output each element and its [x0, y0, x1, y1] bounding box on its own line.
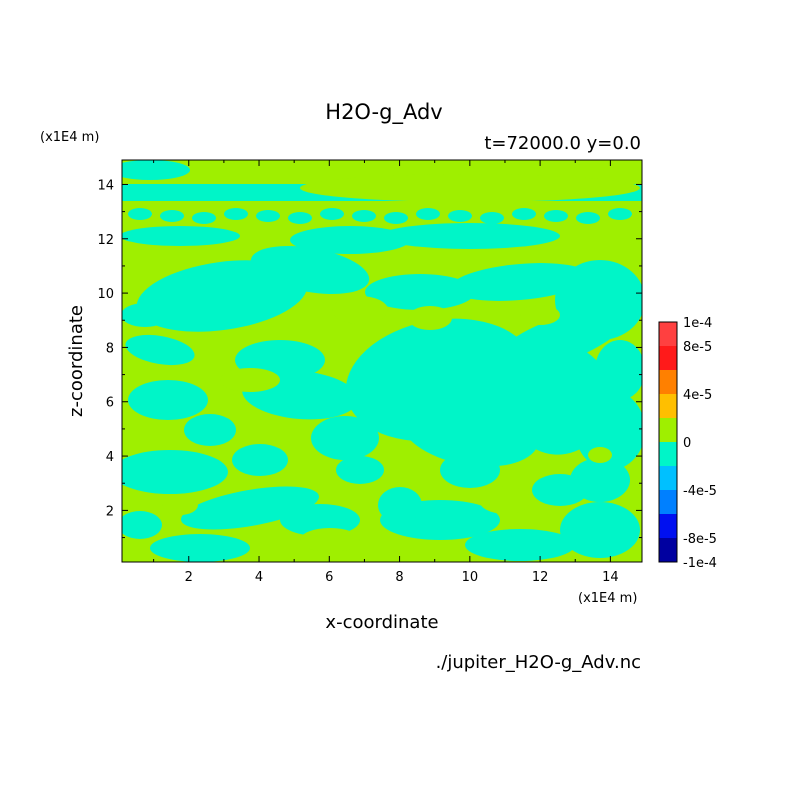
- colorbar-swatch: [659, 538, 677, 562]
- negative-region: [150, 534, 250, 562]
- negative-region: [232, 444, 288, 476]
- y-tick-label: 4: [106, 450, 114, 465]
- negative-region: [122, 450, 228, 494]
- positive-region: [300, 528, 360, 552]
- colorbar-label: -1e-4: [683, 556, 717, 571]
- positive-region: [520, 305, 560, 325]
- negative-region: [480, 212, 504, 224]
- positive-band: [122, 201, 642, 204]
- negative-region: [160, 210, 184, 222]
- x-tick-label: 6: [325, 570, 333, 585]
- y-tick-label: 12: [97, 233, 114, 248]
- negative-region: [122, 511, 162, 539]
- negative-region: [184, 414, 236, 446]
- y-tick-label: 8: [106, 341, 114, 356]
- negative-region: [336, 456, 384, 484]
- x-tick-label: 14: [602, 570, 619, 585]
- x-tick-label: 10: [462, 570, 479, 585]
- negative-region: [465, 529, 575, 561]
- colorbar-swatch: [659, 514, 677, 538]
- negative-region: [136, 260, 308, 332]
- colorbar-frame: [658, 321, 678, 563]
- contour-field: [122, 160, 642, 562]
- y-axis-label: z-coordinate: [66, 305, 87, 417]
- negative-region: [544, 210, 568, 222]
- x-axis-label: x-coordinate: [325, 612, 438, 633]
- negative-region: [352, 210, 376, 222]
- negative-region: [125, 334, 195, 366]
- positive-region: [479, 486, 531, 514]
- y-tick-label: 14: [97, 178, 114, 193]
- negative-region: [576, 212, 600, 224]
- colorbar-swatch: [659, 322, 677, 346]
- chart-title: H2O-g_Adv: [325, 100, 442, 125]
- x-tick-label: 12: [532, 570, 549, 585]
- negative-region: [224, 208, 248, 220]
- x-axis-ticks: 2 4 6 8 10 12 14: [153, 160, 619, 585]
- negative-region: [128, 380, 208, 420]
- colorbar-label: 8e-5: [683, 340, 712, 355]
- negative-region: [180, 486, 320, 530]
- x-axis-unit: (x1E4 m): [578, 591, 637, 606]
- negative-region: [250, 245, 370, 295]
- positive-region: [162, 495, 198, 515]
- colorbar-swatch: [659, 442, 677, 466]
- negative-region: [440, 452, 500, 488]
- negative-region: [280, 504, 360, 536]
- negative-region: [416, 208, 440, 220]
- negative-region: [320, 208, 344, 220]
- colorbar-swatch: [659, 490, 677, 514]
- negative-region: [608, 208, 632, 220]
- negative-region: [192, 212, 216, 224]
- colorbar-label: -8e-5: [683, 532, 717, 547]
- negative-region: [448, 210, 472, 222]
- y-axis-ticks: 2 4 6 8 10 12 14: [97, 178, 642, 539]
- positive-region: [408, 306, 452, 330]
- colorbar-swatch: [659, 394, 677, 418]
- negative-region: [311, 416, 379, 460]
- negative-region: [122, 303, 169, 327]
- colorbar-swatch: [659, 418, 677, 442]
- positive-region: [220, 368, 280, 392]
- negative-region: [400, 393, 540, 467]
- y-tick-label: 6: [106, 396, 114, 411]
- negative-region: [560, 502, 640, 558]
- negative-region: [378, 487, 422, 523]
- negative-region: [288, 212, 312, 224]
- negative-region: [450, 263, 590, 301]
- negative-region: [512, 208, 536, 220]
- x-tick-label: 2: [185, 570, 193, 585]
- source-file-label: ./jupiter_H2O-g_Adv.nc: [436, 652, 641, 673]
- chart-subtitle: t=72000.0 y=0.0: [484, 133, 641, 154]
- negative-region: [380, 223, 560, 249]
- colorbar-label: -4e-5: [683, 484, 717, 499]
- plot-frame: [121, 159, 643, 563]
- colorbar-label: 4e-5: [683, 388, 712, 403]
- negative-region: [595, 340, 642, 400]
- x-tick-label: 4: [255, 570, 263, 585]
- positive-region: [300, 174, 640, 202]
- x-tick-label: 8: [395, 570, 403, 585]
- colorbar-swatch: [659, 370, 677, 394]
- colorbar: 1e-4 8e-5 4e-5 0 -4e-5 -8e-5 -1e-4: [658, 316, 717, 571]
- negative-region: [122, 226, 240, 246]
- colorbar-swatch: [659, 466, 677, 490]
- negative-region: [384, 212, 408, 224]
- y-tick-label: 2: [106, 504, 114, 519]
- negative-region: [128, 208, 152, 220]
- positive-region: [588, 447, 612, 463]
- negative-region: [290, 226, 410, 254]
- negative-region: [532, 474, 588, 506]
- negative-region: [122, 160, 190, 180]
- y-axis-unit: (x1E4 m): [40, 130, 99, 145]
- y-tick-label: 10: [97, 287, 114, 302]
- negative-region: [365, 274, 475, 310]
- positive-region: [332, 296, 388, 324]
- negative-region: [256, 210, 280, 222]
- colorbar-swatch: [659, 346, 677, 370]
- positive-band: [122, 204, 642, 220]
- colorbar-label: 0: [683, 436, 691, 451]
- colorbar-label: 1e-4: [683, 316, 712, 331]
